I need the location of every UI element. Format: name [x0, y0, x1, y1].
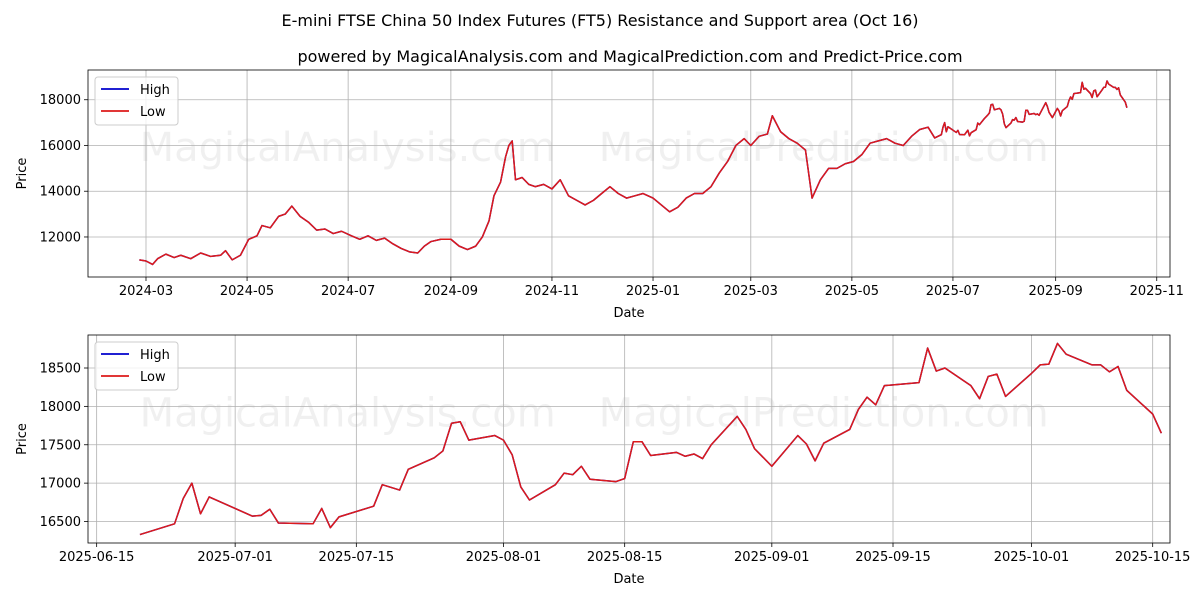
chart-title: E-mini FTSE China 50 Index Futures (FT5)…: [281, 11, 918, 30]
y-tick-label: 18000: [40, 93, 81, 108]
legend: High Low: [94, 76, 179, 126]
chart-panel-2: MagicalAnalysis.com MagicalPrediction.com…: [15, 334, 1191, 587]
chart-subtitle: powered by MagicalAnalysis.com and Magic…: [297, 47, 962, 66]
watermark-left: MagicalAnalysis.com: [140, 391, 556, 437]
watermark-left: MagicalAnalysis.com: [140, 125, 556, 171]
legend-label-high: High: [140, 348, 170, 363]
chart-panel-1: MagicalAnalysis.com MagicalPrediction.com…: [15, 69, 1184, 321]
x-tick-label: 2024-07: [321, 284, 375, 299]
y-tick-label: 14000: [40, 185, 81, 200]
watermark-right: MagicalPrediction.com: [599, 125, 1049, 171]
x-tick-label: 2025-09-15: [855, 550, 931, 565]
series-line-low: [139, 342, 1163, 536]
legend-label-low: Low: [140, 370, 166, 385]
y-tick-label: 16000: [40, 139, 81, 154]
plot-frame: [87, 69, 1171, 278]
watermark-right: MagicalPrediction.com: [599, 391, 1049, 437]
series-line-high: [139, 342, 1163, 536]
x-tick-label: 2024-09: [424, 284, 478, 299]
x-axis-label: Date: [613, 306, 644, 321]
x-tick-label: 2025-11: [1130, 284, 1184, 299]
x-tick-label: 2025-09: [1029, 284, 1083, 299]
y-tick-label: 12000: [40, 230, 81, 245]
x-tick-label: 2025-07: [926, 284, 980, 299]
x-tick-label: 2025-03: [724, 284, 778, 299]
x-tick-label: 2025-08-15: [587, 550, 663, 565]
x-tick-label: 2024-03: [119, 284, 173, 299]
x-tick-label: 2024-05: [220, 284, 274, 299]
x-tick-label: 2025-07-01: [197, 550, 273, 565]
y-tick-label: 18000: [40, 400, 81, 415]
x-tick-label: 2024-11: [525, 284, 579, 299]
legend-label-high: High: [140, 83, 170, 98]
x-tick-label: 2025-06-15: [59, 550, 135, 565]
x-axis-label: Date: [613, 572, 644, 587]
series-line-low: [139, 80, 1128, 266]
x-tick-label: 2025-09-01: [734, 550, 810, 565]
x-tick-label: 2025-08-01: [466, 550, 542, 565]
x-tick-label: 2025-05: [825, 284, 879, 299]
x-tick-label: 2025-10-01: [994, 550, 1070, 565]
y-tick-label: 16500: [40, 515, 81, 530]
y-tick-label: 17000: [40, 477, 81, 492]
x-tick-label: 2025-10-15: [1115, 550, 1191, 565]
legend-label-low: Low: [140, 105, 166, 120]
legend: High Low: [94, 341, 179, 391]
x-tick-label: 2025-07-15: [319, 550, 395, 565]
y-axis-label: Price: [15, 158, 30, 190]
x-tick-label: 2025-01: [626, 284, 680, 299]
y-tick-label: 18500: [40, 362, 81, 377]
y-axis-label: Price: [15, 423, 30, 455]
y-tick-label: 17500: [40, 438, 81, 453]
plot-frame: [87, 334, 1171, 544]
